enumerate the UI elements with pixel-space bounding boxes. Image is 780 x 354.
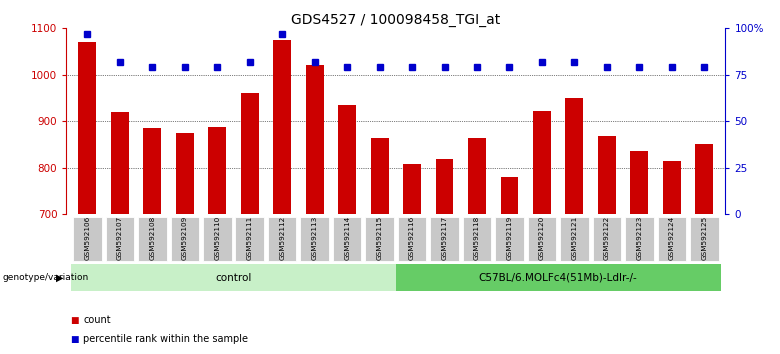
Text: ▶: ▶ bbox=[56, 273, 64, 282]
Bar bbox=[468, 138, 486, 214]
Text: GSM592115: GSM592115 bbox=[377, 216, 383, 260]
Title: GDS4527 / 100098458_TGI_at: GDS4527 / 100098458_TGI_at bbox=[291, 13, 501, 27]
Bar bbox=[241, 93, 259, 214]
Text: GSM592112: GSM592112 bbox=[279, 216, 285, 260]
FancyBboxPatch shape bbox=[431, 217, 459, 261]
FancyBboxPatch shape bbox=[625, 217, 654, 261]
Text: GSM592111: GSM592111 bbox=[246, 216, 253, 260]
FancyBboxPatch shape bbox=[333, 217, 361, 261]
Bar bbox=[370, 137, 388, 214]
FancyBboxPatch shape bbox=[690, 217, 718, 261]
Text: GSM592108: GSM592108 bbox=[149, 216, 155, 260]
Text: genotype/variation: genotype/variation bbox=[2, 273, 89, 282]
FancyBboxPatch shape bbox=[658, 217, 686, 261]
Bar bbox=[403, 164, 421, 214]
Text: GSM592121: GSM592121 bbox=[572, 216, 577, 260]
Text: GSM592116: GSM592116 bbox=[409, 216, 415, 260]
Text: GSM592119: GSM592119 bbox=[506, 216, 512, 260]
FancyBboxPatch shape bbox=[463, 217, 491, 261]
Text: GSM592122: GSM592122 bbox=[604, 216, 610, 260]
Text: GSM592106: GSM592106 bbox=[84, 216, 90, 260]
FancyBboxPatch shape bbox=[396, 264, 721, 291]
Text: GSM592118: GSM592118 bbox=[474, 216, 480, 260]
Text: ■: ■ bbox=[70, 316, 79, 325]
Bar bbox=[111, 112, 129, 214]
FancyBboxPatch shape bbox=[236, 217, 264, 261]
FancyBboxPatch shape bbox=[560, 217, 589, 261]
Text: GSM592124: GSM592124 bbox=[668, 216, 675, 260]
Text: GSM592120: GSM592120 bbox=[539, 216, 545, 260]
Bar bbox=[273, 40, 291, 214]
FancyBboxPatch shape bbox=[73, 217, 101, 261]
FancyBboxPatch shape bbox=[71, 264, 396, 291]
Bar bbox=[630, 151, 648, 214]
Bar bbox=[144, 128, 161, 214]
Bar bbox=[306, 65, 324, 214]
Text: GSM592114: GSM592114 bbox=[344, 216, 350, 260]
Text: GSM592110: GSM592110 bbox=[215, 216, 220, 260]
Text: GSM592125: GSM592125 bbox=[701, 216, 707, 260]
FancyBboxPatch shape bbox=[300, 217, 329, 261]
FancyBboxPatch shape bbox=[268, 217, 296, 261]
Bar bbox=[339, 105, 356, 214]
FancyBboxPatch shape bbox=[365, 217, 394, 261]
Text: control: control bbox=[215, 273, 252, 282]
Text: count: count bbox=[83, 315, 111, 325]
FancyBboxPatch shape bbox=[138, 217, 167, 261]
Text: C57BL/6.MOLFc4(51Mb)-Ldlr-/-: C57BL/6.MOLFc4(51Mb)-Ldlr-/- bbox=[479, 273, 637, 282]
Bar bbox=[663, 161, 681, 214]
Bar bbox=[566, 98, 583, 214]
Text: GSM592109: GSM592109 bbox=[182, 216, 188, 260]
Text: GSM592107: GSM592107 bbox=[117, 216, 123, 260]
FancyBboxPatch shape bbox=[528, 217, 556, 261]
FancyBboxPatch shape bbox=[203, 217, 232, 261]
FancyBboxPatch shape bbox=[593, 217, 621, 261]
FancyBboxPatch shape bbox=[105, 217, 134, 261]
Bar bbox=[176, 133, 193, 214]
FancyBboxPatch shape bbox=[495, 217, 524, 261]
FancyBboxPatch shape bbox=[398, 217, 427, 261]
Bar bbox=[695, 143, 713, 214]
Bar bbox=[533, 111, 551, 214]
Text: ■: ■ bbox=[70, 335, 79, 344]
Bar bbox=[435, 159, 453, 214]
Text: GSM592117: GSM592117 bbox=[441, 216, 448, 260]
Bar bbox=[598, 136, 616, 214]
Text: GSM592123: GSM592123 bbox=[636, 216, 643, 260]
Text: percentile rank within the sample: percentile rank within the sample bbox=[83, 334, 249, 344]
Bar bbox=[501, 177, 519, 214]
Bar bbox=[79, 42, 97, 214]
FancyBboxPatch shape bbox=[171, 217, 199, 261]
Bar bbox=[208, 127, 226, 214]
Text: GSM592113: GSM592113 bbox=[312, 216, 317, 260]
